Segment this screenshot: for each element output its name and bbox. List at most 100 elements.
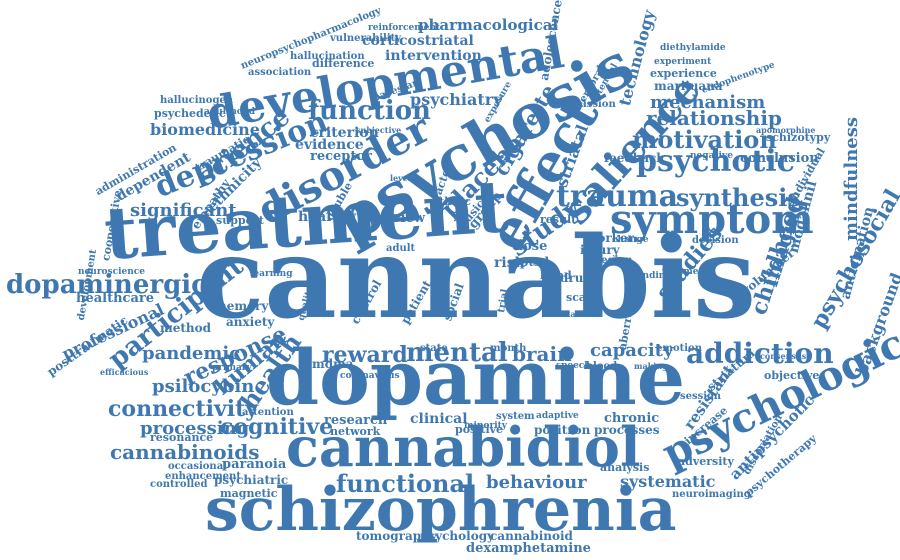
word: behaviour — [486, 472, 587, 493]
word: dose — [514, 239, 548, 254]
word: emission — [566, 99, 616, 110]
word: hallucinogen — [160, 95, 234, 106]
word: support — [216, 214, 264, 227]
word: ptsd — [520, 255, 550, 269]
word: functional — [336, 469, 475, 498]
word: adult — [386, 243, 416, 254]
word: vulnerability — [330, 33, 402, 44]
word: hallucination — [290, 51, 365, 62]
word: brain — [512, 342, 572, 366]
word: trauma — [556, 179, 679, 214]
word: healthy — [298, 209, 357, 225]
word: paranoia — [222, 457, 287, 472]
word: enhancement — [165, 471, 241, 482]
word: cannabidiol — [286, 415, 641, 479]
word: neuroscience — [78, 267, 145, 277]
word: subjective — [356, 125, 402, 135]
word: system — [496, 411, 535, 422]
word: attention — [242, 407, 294, 418]
word: evidence — [295, 137, 364, 153]
word: learning — [250, 269, 293, 279]
word: pharmacological — [418, 16, 559, 34]
word: processing — [140, 418, 250, 439]
word: conclusion — [740, 151, 819, 166]
word: dexamphetamine — [466, 541, 591, 556]
word: tomography — [356, 529, 437, 543]
word: connectivity — [108, 396, 259, 422]
word: injury — [580, 243, 620, 257]
word: psychotic — [636, 144, 795, 179]
word: feedback — [604, 151, 665, 165]
word: consensus — [760, 351, 807, 361]
word: memory — [214, 299, 269, 313]
word: objective — [764, 369, 820, 382]
word: adversity — [678, 455, 734, 468]
word: adaptive — [536, 411, 579, 421]
word: dopaminergic — [6, 270, 207, 300]
word: controlled — [150, 479, 208, 490]
word: analysis — [600, 461, 650, 474]
word: blood — [586, 361, 618, 372]
word: systematic — [620, 472, 716, 491]
word: finding — [636, 271, 672, 281]
word: schizotypy — [766, 131, 831, 144]
word: magnetic — [220, 487, 278, 500]
word: anxiety — [226, 315, 275, 329]
word: mental — [406, 338, 508, 368]
word: minority — [464, 421, 508, 431]
word: function — [308, 96, 431, 126]
word: ketamine — [556, 309, 598, 319]
word: risk — [494, 255, 525, 271]
word: capacity — [590, 340, 674, 361]
word: pandemic — [142, 343, 241, 364]
word: symptom — [610, 196, 814, 243]
word: research — [324, 413, 388, 428]
word: psychology — [420, 529, 495, 543]
word: month — [490, 343, 527, 354]
word: emotion — [656, 343, 702, 354]
word: apomorphine — [756, 125, 816, 135]
word: addiction — [686, 337, 834, 370]
word: relationship — [646, 106, 782, 130]
word: change — [612, 235, 649, 245]
word: coronavirus — [340, 371, 400, 381]
word: scale — [566, 291, 598, 304]
word: decision — [692, 235, 739, 246]
word: positive — [455, 423, 504, 436]
word: receptor — [310, 149, 372, 164]
word: result — [540, 213, 577, 226]
word: mdma — [312, 357, 354, 371]
word: criterion — [310, 125, 379, 141]
word: speech — [556, 361, 591, 371]
word: processes — [594, 423, 660, 437]
word: biomedicine — [150, 120, 260, 139]
word: synthesis — [676, 183, 801, 212]
word: mechanism — [650, 92, 766, 113]
word: clinical — [410, 411, 468, 427]
word: intervention — [385, 48, 482, 64]
word: experience — [650, 67, 717, 80]
word: reward — [322, 342, 408, 368]
word: psychedelic — [154, 107, 226, 120]
word: resonance — [150, 431, 214, 444]
word: drug — [560, 271, 592, 285]
word: positron — [534, 423, 591, 437]
word: level — [390, 173, 411, 183]
word: efficacious — [100, 367, 149, 377]
word: state — [420, 343, 448, 354]
word: primary — [212, 363, 252, 373]
word: psychiatric — [214, 473, 289, 487]
word: association — [248, 67, 312, 78]
word: cannabinoid — [490, 529, 573, 543]
word: cannabis — [196, 213, 757, 344]
word: network — [330, 425, 381, 438]
word: difference — [312, 57, 375, 70]
word: dopamine — [266, 333, 686, 422]
word: cannabinoids — [110, 440, 260, 464]
word: reinforcement — [368, 23, 441, 33]
word: neuroimaging — [672, 489, 751, 500]
word: schizophrenia — [205, 475, 677, 545]
word: diethylamide — [660, 43, 726, 53]
word: corticostriatal — [362, 33, 474, 49]
